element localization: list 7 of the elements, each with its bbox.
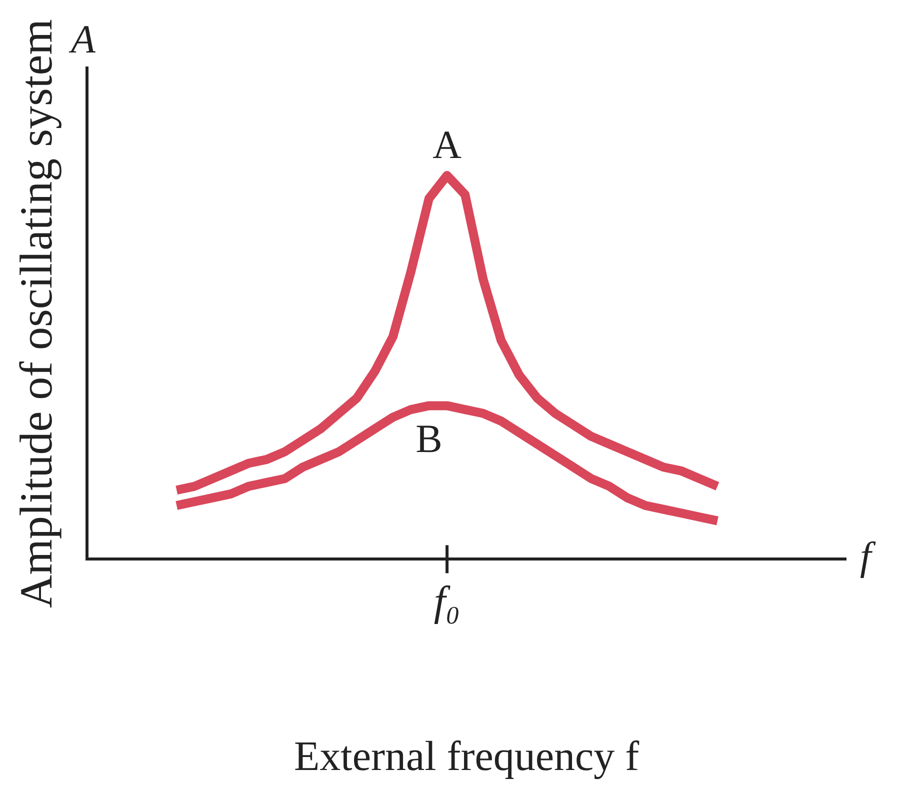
series-label: B — [416, 416, 442, 462]
series-label: A — [432, 122, 462, 167]
x-axis-title: External frequency f — [294, 734, 640, 780]
y-axis-title: Amplitude of oscillating system — [10, 18, 62, 608]
text: f₀ — [434, 579, 460, 626]
text: f — [860, 534, 876, 579]
text: A — [68, 16, 96, 62]
